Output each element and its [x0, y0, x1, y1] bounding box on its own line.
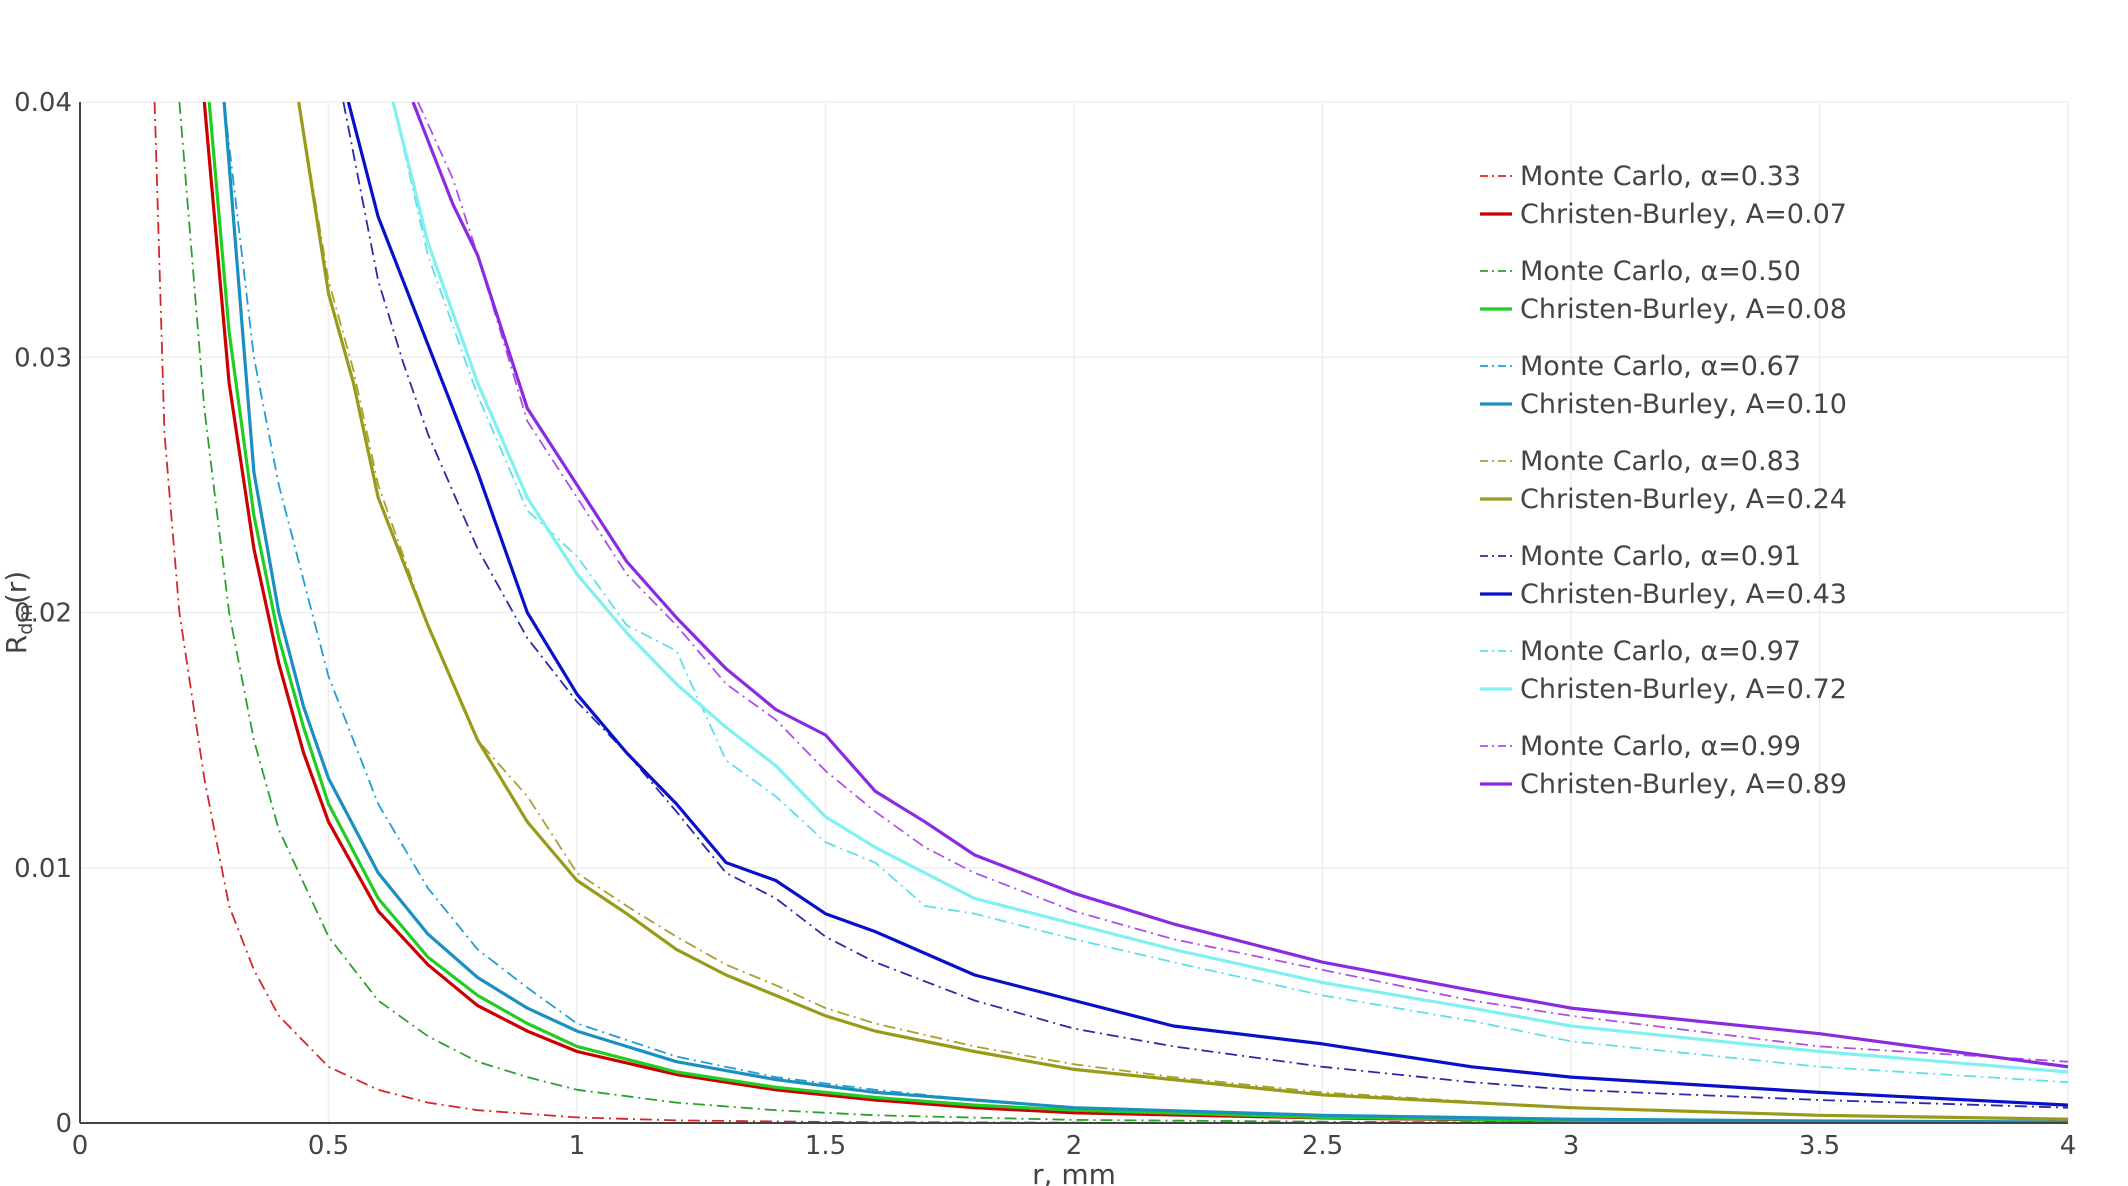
x-tick-label: 4: [2060, 1131, 2077, 1161]
legend-label: Monte Carlo, α=0.33: [1520, 161, 1801, 192]
series-line-9: [342, 102, 2068, 1109]
y-tick-label: 0: [55, 1109, 72, 1139]
legend-label: Monte Carlo, α=0.50: [1520, 256, 1801, 287]
series-line-14: [411, 102, 2068, 1069]
series-line-11: [392, 102, 2068, 1084]
series-line-10: [346, 102, 2068, 1107]
x-tick-label: 0: [72, 1131, 89, 1161]
series-line-8: [297, 102, 2068, 1121]
series-line-7: [297, 102, 2068, 1121]
x-tick-label: 3: [1563, 1131, 1580, 1161]
y-tick-label: 0.04: [14, 88, 72, 118]
legend-label: Christen-Burley, A=0.43: [1520, 579, 1847, 610]
series-line-6: [222, 102, 2068, 1123]
grid-layer: [80, 101, 2069, 1123]
legend-label: Christen-Burley, A=0.89: [1520, 769, 1847, 800]
y-axis-title-tail: (r): [0, 571, 33, 604]
legend-label: Monte Carlo, α=0.99: [1520, 731, 1801, 762]
y-tick-label: 0.01: [14, 854, 72, 884]
x-tick-label: 1.5: [805, 1131, 846, 1161]
axes-layer: 0 0.5 1 1.5 2 2.5 3 3.5 4 0 0.01 0.02 0.03 0.04: [14, 88, 2076, 1161]
y-tick-label: 0.03: [14, 343, 72, 373]
legend-label: Monte Carlo, α=0.83: [1520, 446, 1801, 477]
x-tick-label: 2: [1066, 1131, 1083, 1161]
legend-label: Christen-Burley, A=0.07: [1520, 199, 1847, 230]
y-axis-title-main: R: [0, 635, 33, 654]
x-tick-label: 0.5: [308, 1131, 349, 1161]
series-layer: [153, 102, 2068, 1123]
legend-label: Monte Carlo, α=0.67: [1520, 351, 1801, 382]
x-tick-label: 1: [569, 1131, 586, 1161]
y-axis-title: Rdm(r): [0, 571, 37, 654]
legend-label: Monte Carlo, α=0.91: [1520, 541, 1801, 572]
y-axis-title-sub: dm: [15, 604, 37, 635]
x-tick-label: 3.5: [1799, 1131, 1840, 1161]
series-line-13: [417, 102, 2068, 1063]
legend-label: Christen-Burley, A=0.72: [1520, 674, 1847, 705]
legend: Monte Carlo, α=0.33 Christen-Burley, A=0.…: [1480, 161, 1847, 800]
y-tick-label: 0.02: [14, 599, 72, 629]
legend-label: Christen-Burley, A=0.24: [1520, 484, 1847, 515]
series-line-12: [391, 102, 2068, 1074]
legend-label: Christen-Burley, A=0.08: [1520, 294, 1847, 325]
legend-label: Christen-Burley, A=0.10: [1520, 389, 1847, 420]
x-axis-title: r, mm: [1032, 1158, 1116, 1186]
legend-label: Monte Carlo, α=0.97: [1520, 636, 1801, 667]
series-line-4: [207, 102, 2068, 1123]
x-tick-label: 2.5: [1302, 1131, 1343, 1161]
